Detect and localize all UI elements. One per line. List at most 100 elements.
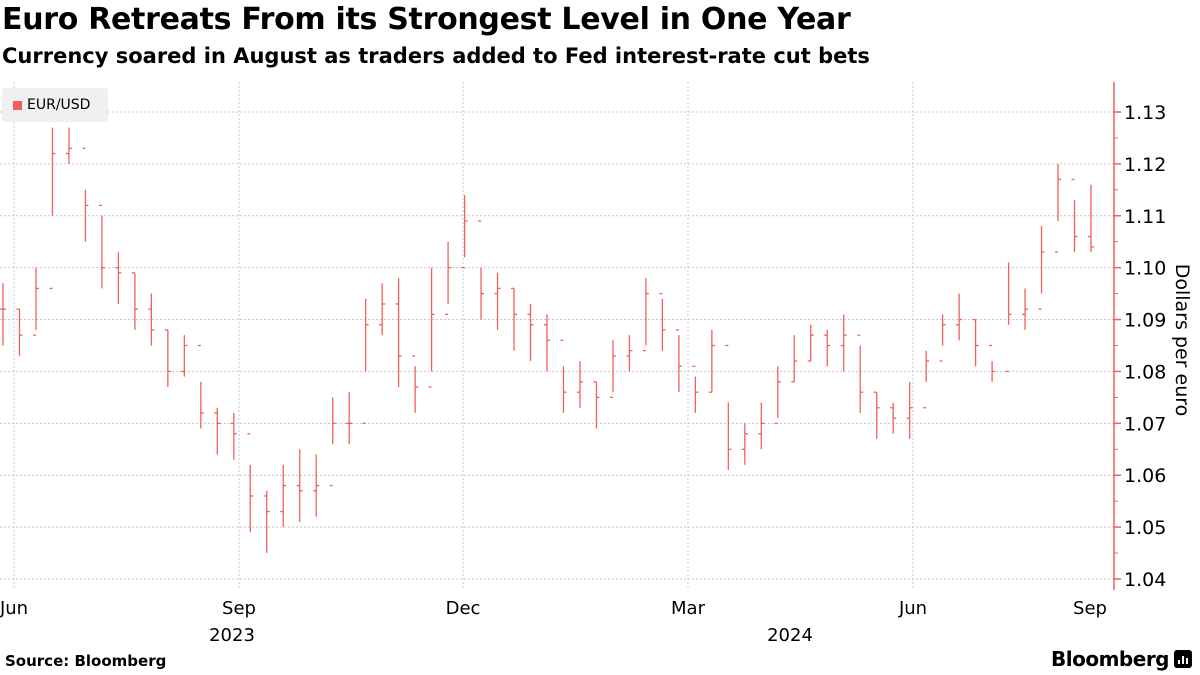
ohlc-bar [379,283,386,336]
chart-title: Euro Retreats From its Strongest Level i… [2,2,851,37]
ohlc-bar [1071,178,1078,253]
ohlc-bar [824,329,831,367]
x-axis: Jun Sep Dec Mar Jun Sep 2023 2024 [0,598,1107,646]
ohlc-bar [1088,184,1094,253]
ohlc-bar [527,303,534,362]
ohlc-bar [1038,226,1045,310]
ohlc-bar [49,127,56,290]
ohlc-bar [923,350,930,409]
y-tick-label: 1.08 [1124,361,1166,383]
ohlc-bar [1005,262,1012,373]
source-note: Source: Bloomberg [5,652,167,670]
ohlc-bar [807,324,814,362]
x-tick-label: Sep [222,598,256,619]
ohlc-bar [82,147,89,242]
x-year-label: 2024 [767,625,813,646]
ohlc-bar [230,412,237,460]
ohlc-bar [296,449,303,522]
ohlc-bar [445,241,452,316]
ohlc-bar [148,293,155,346]
ohlc-bar [972,318,979,367]
ohlc-bar [346,392,353,445]
y-tick-label: 1.13 [1124,102,1166,124]
logo-text: Bloomberg [1051,647,1169,671]
chart-subtitle: Currency soared in August as traders add… [2,44,870,68]
ohlc-bar [989,344,996,382]
ohlc-bar [1055,163,1062,253]
gridlines [0,82,1114,590]
ohlc-bar [65,127,72,164]
ohlc-bar [741,423,748,465]
ohlc-bar [329,397,336,487]
ohlc-bar [609,340,616,399]
ohlc-bar [32,267,39,336]
ohlc-bar [560,339,567,413]
y-tick-label: 1.05 [1124,517,1166,539]
ohlc-bar [626,335,633,372]
y-tick-label: 1.09 [1124,310,1166,332]
ohlc-bar [708,329,715,393]
price-bars [0,127,1094,554]
ohlc-bar [774,366,781,424]
ohlc-bar [247,433,254,533]
y-tick-label: 1.11 [1124,206,1166,228]
ohlc-bar [263,490,270,554]
bloomberg-chart-icon [1174,650,1192,668]
ohlc-bar [131,272,138,330]
ohlc-bar [395,278,402,388]
x-tick-label: Dec [446,598,481,619]
ohlc-bar [593,381,600,429]
x-tick-label: Jun [0,598,28,619]
bloomberg-logo: Bloomberg [1051,647,1192,671]
x-year-label: 2023 [209,625,255,646]
ohlc-bar [840,314,847,372]
ohlc-bar [280,464,287,528]
ohlc-bar [0,283,6,346]
ohlc-bar [956,293,963,341]
ohlc-bar [164,329,171,388]
legend: EUR/USD [2,88,108,122]
ohlc-bar [890,402,897,434]
ohlc-bar [16,308,23,356]
y-axis: 1.04 1.05 1.06 1.07 1.08 1.09 1.10 1.11 1.12 1.13 [1113,82,1166,591]
y-tick-label: 1.04 [1124,569,1166,591]
ohlc-bar [181,335,188,377]
ohlc-bar [98,204,105,289]
ohlc-bar [725,344,732,471]
x-tick-label: Jun [898,598,927,619]
ohlc-bar [791,335,798,383]
ohlc-bar [362,298,369,424]
ohlc-bar [511,287,518,351]
ohlc-bar [1022,288,1029,330]
ohlc-bar [461,195,468,269]
ohlc-bar [906,381,913,439]
ohlc-bar [214,407,221,455]
ohlc-bar [494,272,501,330]
y-axis-label: Dollars per euro [1171,264,1193,417]
legend-swatch [13,100,22,110]
ohlc-bar [692,365,699,413]
legend-label: EUR/USD [27,97,91,113]
x-tick-label: Sep [1073,598,1107,619]
ohlc-bar [873,391,880,439]
ohlc-bar [412,355,419,413]
ohlc-bar [758,402,765,450]
x-tick-label: Mar [671,598,706,619]
ohlc-bar [857,334,864,413]
ohlc-bar [478,220,485,320]
ohlc-bar [939,314,946,362]
y-tick-label: 1.10 [1124,258,1166,280]
ohlc-bar [642,278,649,352]
y-tick-label: 1.06 [1124,465,1166,487]
y-tick-label: 1.12 [1124,154,1166,176]
ohlc-bar [313,454,320,517]
ohlc-bar [576,361,583,408]
ohlc-bar [428,267,435,388]
ohlc-bar [197,344,204,429]
ohlc-bar [544,314,550,372]
ohlc-bar [675,329,682,393]
y-tick-label: 1.07 [1124,413,1166,435]
ohlc-bar [115,252,122,304]
ohlc-bar [659,292,666,351]
